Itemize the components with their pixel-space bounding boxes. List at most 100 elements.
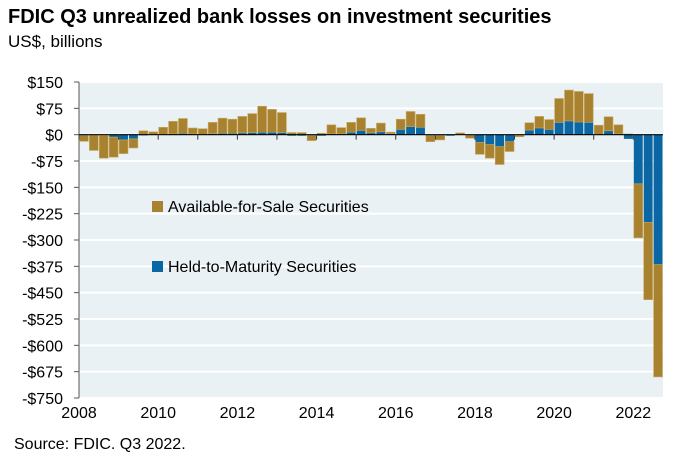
y-tick-label: $0 (45, 128, 63, 145)
bar-afs (613, 124, 624, 135)
bar-afs (564, 89, 574, 122)
bar-afs (356, 117, 366, 131)
legend-swatch-htm (152, 261, 163, 272)
bar-afs (346, 122, 356, 133)
bar-htm (178, 133, 188, 135)
bar-htm (485, 134, 495, 145)
bar-afs (197, 128, 208, 135)
bar-htm (534, 127, 544, 135)
bar-htm (396, 129, 406, 135)
bar-htm (584, 122, 594, 135)
x-tick-label: 2018 (457, 405, 493, 422)
bar-afs (465, 135, 475, 139)
x-tick-label: 2010 (140, 405, 176, 422)
y-tick-label: -$525 (22, 312, 63, 329)
bar-afs (524, 122, 535, 131)
bar-htm (376, 131, 386, 135)
bar-afs (584, 93, 594, 123)
chart-subtitle: US$, billions (8, 32, 103, 51)
bar-htm (218, 133, 227, 135)
bar-htm (267, 132, 277, 135)
bar-htm (604, 130, 614, 135)
legend-swatch-afs (152, 201, 163, 212)
bar-htm (366, 132, 376, 135)
bar-afs (237, 116, 248, 134)
bar-afs (494, 146, 505, 165)
bar-afs (653, 264, 663, 378)
y-tick-label: -$300 (22, 233, 63, 250)
x-tick-label: 2022 (616, 405, 652, 422)
bar-htm (643, 134, 653, 223)
chart-source: Source: FDIC. Q3 2022. (14, 436, 186, 453)
bar-htm (247, 132, 257, 135)
bar-afs (376, 122, 386, 133)
bar-afs (475, 142, 485, 155)
bar-afs (128, 138, 139, 149)
bar-afs (405, 111, 416, 127)
bar-htm (356, 130, 366, 135)
bar-htm (564, 120, 574, 135)
bar-afs (415, 114, 426, 128)
bar-afs (98, 135, 109, 159)
bar-afs (554, 98, 564, 123)
x-tick-label: 2014 (299, 405, 335, 422)
y-tick-label: $75 (36, 101, 63, 118)
bar-afs (534, 116, 545, 129)
bar-afs (435, 135, 446, 141)
y-tick-label: -$600 (22, 338, 63, 355)
chart-title: FDIC Q3 unrealized bank losses on invest… (8, 6, 552, 28)
bar-htm (653, 134, 663, 265)
y-tick-label: -$450 (22, 286, 63, 303)
bar-htm (633, 134, 643, 184)
bar-afs (593, 124, 604, 135)
bar-htm (475, 134, 485, 143)
x-tick-label: 2016 (378, 405, 414, 422)
y-tick-label: $150 (27, 75, 63, 92)
bar-afs (574, 91, 584, 123)
bar-htm (623, 134, 633, 139)
y-tick-label: -$75 (31, 154, 63, 171)
bar-afs (633, 183, 644, 239)
bar-htm (524, 130, 534, 135)
bar-htm (346, 132, 356, 135)
y-tick-label: -$750 (22, 391, 63, 408)
legend-label-afs: Available-for-Sale Securities (168, 199, 369, 216)
bar-htm (227, 133, 237, 135)
bar-afs (326, 124, 337, 135)
bar-afs (188, 127, 198, 135)
bar-afs (485, 144, 495, 159)
bar-afs (336, 127, 347, 135)
bar-afs (89, 134, 99, 151)
bar-afs (366, 128, 376, 134)
bar-htm (505, 134, 515, 142)
y-tick-label: -$150 (22, 180, 63, 197)
bar-afs (247, 113, 257, 133)
bar-afs (306, 135, 317, 141)
bar-afs (158, 126, 168, 135)
bar-afs (207, 122, 218, 134)
bar-htm (257, 132, 267, 135)
bar-htm (119, 134, 128, 140)
bar-afs (79, 135, 89, 142)
bar-afs (514, 135, 525, 138)
bar-afs (217, 117, 228, 134)
bar-afs (227, 118, 238, 134)
bar-htm (495, 134, 505, 147)
x-tick-label: 2012 (220, 405, 256, 422)
bar-htm (128, 134, 138, 139)
bar-afs (425, 135, 436, 142)
bar-afs (267, 109, 277, 133)
bar-afs (504, 141, 515, 152)
bar-htm (554, 122, 564, 135)
y-tick-label: -$225 (22, 207, 63, 224)
bar-afs (108, 136, 119, 158)
bar-htm (544, 129, 554, 135)
bar-afs (603, 116, 614, 132)
bar-htm (574, 122, 584, 135)
bar-afs (178, 118, 188, 134)
bar-afs (386, 131, 396, 134)
y-tick-label: -$375 (22, 259, 63, 276)
bar-afs (395, 118, 406, 130)
